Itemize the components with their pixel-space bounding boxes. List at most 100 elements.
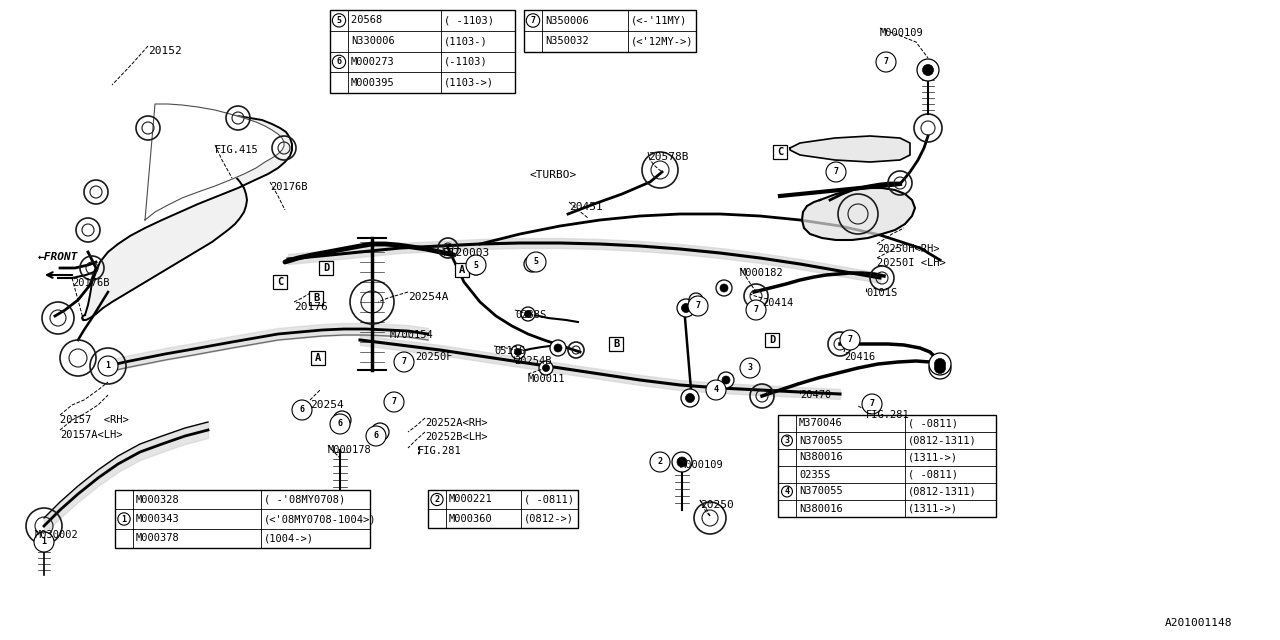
Bar bbox=[609, 337, 623, 351]
Text: N330006: N330006 bbox=[351, 36, 394, 46]
Circle shape bbox=[748, 303, 762, 317]
Circle shape bbox=[689, 293, 703, 307]
Text: M000360: M000360 bbox=[449, 513, 493, 524]
Circle shape bbox=[929, 357, 951, 379]
Bar bbox=[308, 291, 323, 305]
Circle shape bbox=[35, 532, 54, 552]
Circle shape bbox=[677, 457, 687, 467]
Text: 20176B: 20176B bbox=[270, 182, 307, 192]
Text: 1: 1 bbox=[122, 515, 127, 524]
Text: 20568: 20568 bbox=[351, 15, 407, 26]
Circle shape bbox=[650, 452, 669, 472]
Text: FIG.415: FIG.415 bbox=[215, 145, 259, 155]
Circle shape bbox=[511, 345, 525, 359]
Text: 5: 5 bbox=[474, 260, 479, 269]
Text: M000378: M000378 bbox=[136, 533, 179, 543]
Text: A201001148: A201001148 bbox=[1165, 618, 1231, 628]
Circle shape bbox=[293, 401, 311, 419]
Circle shape bbox=[861, 394, 882, 414]
Text: 7: 7 bbox=[695, 301, 700, 310]
Circle shape bbox=[468, 261, 483, 275]
Circle shape bbox=[692, 296, 699, 303]
Text: 6: 6 bbox=[374, 431, 379, 440]
Text: 7: 7 bbox=[847, 335, 852, 344]
Text: N370055: N370055 bbox=[799, 486, 842, 497]
Text: 3: 3 bbox=[785, 436, 790, 445]
Text: 6: 6 bbox=[300, 406, 305, 415]
Bar bbox=[765, 333, 780, 347]
Circle shape bbox=[750, 307, 758, 314]
Text: 7: 7 bbox=[530, 16, 535, 25]
Text: M030002: M030002 bbox=[35, 530, 79, 540]
Text: A: A bbox=[315, 353, 321, 363]
Text: B: B bbox=[613, 339, 620, 349]
Text: (1311->): (1311->) bbox=[908, 504, 957, 513]
Text: 7: 7 bbox=[869, 399, 874, 408]
Text: 20416: 20416 bbox=[844, 352, 876, 362]
Circle shape bbox=[529, 257, 543, 271]
Circle shape bbox=[722, 376, 730, 384]
Text: 1: 1 bbox=[41, 538, 46, 547]
Text: 20451: 20451 bbox=[570, 202, 603, 212]
Text: (1103-): (1103-) bbox=[443, 36, 488, 46]
Text: 7: 7 bbox=[402, 358, 407, 367]
Circle shape bbox=[529, 260, 536, 268]
Circle shape bbox=[543, 365, 549, 371]
Text: 20252B<LH>: 20252B<LH> bbox=[425, 432, 488, 442]
Text: C: C bbox=[276, 277, 283, 287]
Text: FIG.281: FIG.281 bbox=[867, 410, 910, 420]
Bar bbox=[778, 415, 996, 517]
Text: 7: 7 bbox=[754, 305, 759, 314]
Circle shape bbox=[394, 352, 413, 372]
Bar bbox=[773, 145, 787, 159]
Text: 4: 4 bbox=[785, 487, 790, 496]
Text: 20176B: 20176B bbox=[72, 278, 110, 288]
Text: (<'08MY0708-1004>): (<'08MY0708-1004>) bbox=[264, 514, 376, 524]
Circle shape bbox=[525, 310, 531, 317]
Circle shape bbox=[384, 392, 404, 412]
Text: FIG.281: FIG.281 bbox=[419, 446, 462, 456]
Text: (1004->): (1004->) bbox=[264, 533, 314, 543]
Circle shape bbox=[934, 358, 946, 369]
Text: 20470: 20470 bbox=[800, 390, 831, 400]
Circle shape bbox=[472, 264, 480, 271]
Text: 20157A<LH>: 20157A<LH> bbox=[60, 430, 123, 440]
Text: 0238S: 0238S bbox=[515, 310, 547, 320]
Bar bbox=[454, 263, 468, 277]
Text: M000221: M000221 bbox=[449, 495, 493, 504]
Circle shape bbox=[375, 428, 384, 436]
Bar bbox=[115, 490, 370, 548]
Text: 6: 6 bbox=[337, 58, 342, 67]
Text: M000109: M000109 bbox=[680, 460, 723, 470]
Text: ( -1103): ( -1103) bbox=[443, 15, 494, 26]
Text: ( -'08MY0708): ( -'08MY0708) bbox=[264, 495, 344, 505]
Text: 20157  <RH>: 20157 <RH> bbox=[60, 415, 129, 425]
Text: M700154: M700154 bbox=[390, 330, 434, 340]
Circle shape bbox=[929, 353, 951, 375]
Text: N350032: N350032 bbox=[545, 36, 589, 47]
Text: 0511S: 0511S bbox=[494, 346, 525, 356]
Text: N350006: N350006 bbox=[545, 15, 589, 26]
Circle shape bbox=[686, 394, 695, 403]
Circle shape bbox=[532, 260, 539, 268]
Text: ( -0811): ( -0811) bbox=[524, 495, 573, 504]
Circle shape bbox=[515, 349, 521, 355]
Text: 2: 2 bbox=[658, 458, 663, 467]
Text: (<'12MY->): (<'12MY->) bbox=[631, 36, 694, 47]
Text: 7: 7 bbox=[833, 168, 838, 177]
Circle shape bbox=[297, 406, 306, 415]
Text: M000343: M000343 bbox=[136, 514, 179, 524]
Polygon shape bbox=[82, 115, 292, 320]
Text: P120003: P120003 bbox=[443, 248, 490, 258]
Text: 1: 1 bbox=[105, 362, 110, 371]
Circle shape bbox=[826, 162, 846, 182]
Circle shape bbox=[840, 330, 860, 350]
Text: D: D bbox=[769, 335, 776, 345]
Text: M370046: M370046 bbox=[799, 419, 842, 429]
Text: M000182: M000182 bbox=[740, 268, 783, 278]
Circle shape bbox=[99, 356, 118, 376]
Text: <TURBO>: <TURBO> bbox=[530, 170, 577, 180]
Text: 20254B: 20254B bbox=[515, 356, 552, 366]
Polygon shape bbox=[145, 104, 284, 220]
Circle shape bbox=[539, 361, 553, 375]
